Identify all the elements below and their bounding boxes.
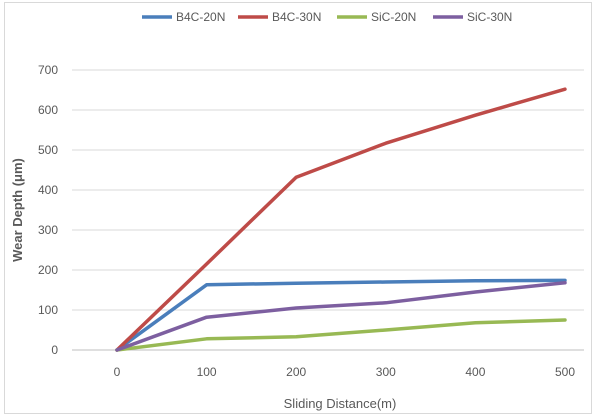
x-tick-label-0: 0: [114, 365, 121, 379]
x-tick-label-400: 400: [465, 365, 485, 379]
y-tick-labels: 0 100 200 300 400 500 600 700: [38, 63, 58, 357]
series-line-sic-30n: [115, 281, 567, 352]
series-lines: [115, 87, 567, 352]
legend-label-b4c-30n: B4C-30N: [272, 10, 321, 24]
y-axis-title: Wear Depth (μm): [10, 158, 25, 262]
legend-label-b4c-20n: B4C-20N: [176, 10, 225, 24]
legend-label-sic-20n: SiC-20N: [371, 10, 416, 24]
x-tick-label-200: 200: [286, 365, 306, 379]
chart-frame: [4, 2, 592, 414]
x-tick-label-300: 300: [376, 365, 396, 379]
y-tick-label-400: 400: [38, 183, 58, 197]
legend-label-sic-30n: SiC-30N: [467, 10, 512, 24]
y-tick-label-100: 100: [38, 303, 58, 317]
y-tick-label-200: 200: [38, 263, 58, 277]
y-tick-label-500: 500: [38, 143, 58, 157]
legend: B4C-20N B4C-30N SiC-20N SiC-30N: [142, 10, 512, 24]
series-line-b4c-20n: [115, 278, 567, 352]
x-tick-label-500: 500: [555, 365, 575, 379]
x-tick-labels: 0 100 200 300 400 500: [114, 365, 576, 379]
x-axis-title: Sliding Distance(m): [284, 396, 397, 411]
y-tick-label-300: 300: [38, 223, 58, 237]
y-tick-label-700: 700: [38, 63, 58, 77]
series-line-b4c-30n: [115, 87, 567, 352]
x-tick-label-100: 100: [197, 365, 217, 379]
gridlines: [72, 69, 584, 351]
series-line-sic-20n: [115, 318, 567, 352]
y-tick-label-600: 600: [38, 103, 58, 117]
y-tick-label-0: 0: [51, 343, 58, 357]
